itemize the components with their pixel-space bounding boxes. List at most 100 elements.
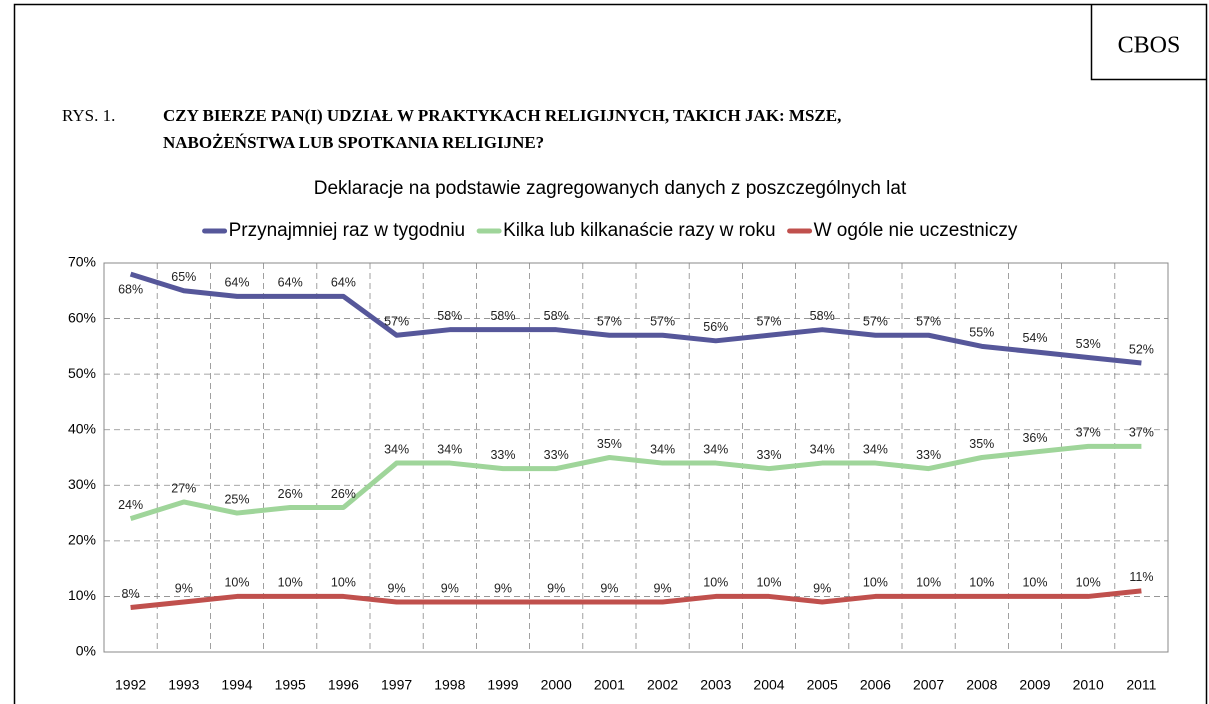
- x-tick-label: 1997: [381, 677, 412, 693]
- data-label: 10%: [1076, 576, 1101, 590]
- x-tick-label: 2000: [541, 677, 572, 693]
- title: NABOŻEŃSTWA LUB SPOTKANIA RELIGIJNE?: [163, 133, 544, 152]
- y-tick-label: 10%: [68, 587, 96, 603]
- data-label: 9%: [600, 581, 618, 595]
- data-label: 34%: [437, 442, 462, 456]
- x-tick-label: 1995: [275, 677, 306, 693]
- data-label: 36%: [1022, 431, 1047, 445]
- x-tick-label: 2008: [966, 677, 997, 693]
- data-label: 10%: [224, 576, 249, 590]
- legend-label: Kilka lub kilkanaście razy w roku: [503, 220, 775, 241]
- data-label: 64%: [224, 276, 249, 290]
- data-label: 10%: [863, 576, 888, 590]
- data-label: 35%: [597, 437, 622, 451]
- legend-label: W ogóle nie uczestniczy: [814, 220, 1018, 241]
- data-label: 65%: [171, 270, 196, 284]
- data-label: 53%: [1076, 337, 1101, 351]
- x-tick-label: 2001: [594, 677, 625, 693]
- data-label: 57%: [756, 315, 781, 329]
- data-label: 58%: [490, 309, 515, 323]
- data-label: 68%: [118, 282, 143, 296]
- y-tick-label: 20%: [68, 532, 96, 548]
- data-label: 26%: [331, 487, 356, 501]
- data-label: 9%: [813, 581, 831, 595]
- x-tick-label: 2010: [1073, 677, 1104, 693]
- data-label: 10%: [756, 576, 781, 590]
- data-label: 10%: [331, 576, 356, 590]
- source-box: [1090, 4, 1207, 81]
- data-label: 64%: [331, 276, 356, 290]
- data-label: 24%: [118, 498, 143, 512]
- series-line: [129, 271, 1142, 366]
- x-tick-label: 2011: [1126, 677, 1156, 693]
- x-tick-label: 1996: [328, 677, 359, 693]
- data-label: 55%: [969, 326, 994, 340]
- data-label: 9%: [388, 581, 406, 595]
- data-label: 52%: [1129, 342, 1154, 356]
- data-label: 9%: [441, 581, 459, 595]
- data-label: 26%: [278, 487, 303, 501]
- data-label: 35%: [969, 437, 994, 451]
- legend-label: Przynajmniej raz w tygodniu: [229, 220, 466, 241]
- x-tick-label: 1993: [168, 677, 199, 693]
- data-label: 34%: [810, 442, 835, 456]
- data-label: 9%: [654, 581, 672, 595]
- data-label: 33%: [916, 448, 941, 462]
- x-tick-label: 2007: [913, 677, 944, 693]
- data-label: 25%: [224, 492, 249, 506]
- data-label: 9%: [494, 581, 512, 595]
- data-label: 58%: [544, 309, 569, 323]
- data-label: 33%: [544, 448, 569, 462]
- source: CBOS: [1118, 33, 1181, 59]
- data-label: 9%: [547, 581, 565, 595]
- data-label: 37%: [1076, 426, 1101, 440]
- x-tick-label: 2004: [753, 677, 784, 693]
- x-tick-label: 2009: [1019, 677, 1050, 693]
- data-label: 10%: [969, 576, 994, 590]
- data-label: 57%: [597, 315, 622, 329]
- data-label: 33%: [490, 448, 515, 462]
- data-label: 34%: [703, 442, 728, 456]
- y-tick-label: 40%: [68, 420, 96, 436]
- data-label: 27%: [171, 481, 196, 495]
- data-label: 54%: [1022, 331, 1047, 345]
- x-tick-label: 1992: [115, 677, 146, 693]
- series-line: [130, 588, 1142, 611]
- x-tick-label: 2006: [860, 677, 891, 693]
- subtitle: Deklaracje na podstawie zagregowanych da…: [314, 178, 907, 199]
- x-tick-label: 2003: [700, 677, 731, 693]
- y-tick-label: 0%: [76, 643, 96, 659]
- data-label: 34%: [384, 442, 409, 456]
- data-label: 57%: [650, 315, 675, 329]
- data-label: 10%: [703, 576, 728, 590]
- y-tick-label: 50%: [68, 365, 96, 381]
- y-tick-label: 30%: [68, 476, 96, 492]
- data-label: 10%: [278, 576, 303, 590]
- title: CZY BIERZE PAN(I) UDZIAŁ W PRAKTYKACH RE…: [163, 106, 841, 125]
- series-line: [129, 443, 1142, 522]
- data-label: 33%: [756, 448, 781, 462]
- data-label: 34%: [650, 442, 675, 456]
- x-tick-label: 2005: [807, 677, 838, 693]
- data-label: 58%: [437, 309, 462, 323]
- data-label: 57%: [916, 315, 941, 329]
- data-label: 37%: [1129, 426, 1154, 440]
- data-label: 57%: [863, 315, 888, 329]
- frame: [13, 3, 1208, 704]
- data-label: 34%: [863, 442, 888, 456]
- x-tick-label: 1998: [434, 677, 465, 693]
- plot-border: [103, 262, 1169, 653]
- x-tick-label: 1999: [487, 677, 518, 693]
- data-label: 8%: [122, 587, 140, 601]
- y-tick-label: 60%: [68, 309, 96, 325]
- x-tick-label: 1994: [221, 677, 252, 693]
- data-label: 58%: [810, 309, 835, 323]
- data-label: 9%: [175, 581, 193, 595]
- data-label: 10%: [1022, 576, 1047, 590]
- x-tick-label: 2002: [647, 677, 678, 693]
- data-label: 10%: [916, 576, 941, 590]
- data-label: 56%: [703, 320, 728, 334]
- data-label: 57%: [384, 315, 409, 329]
